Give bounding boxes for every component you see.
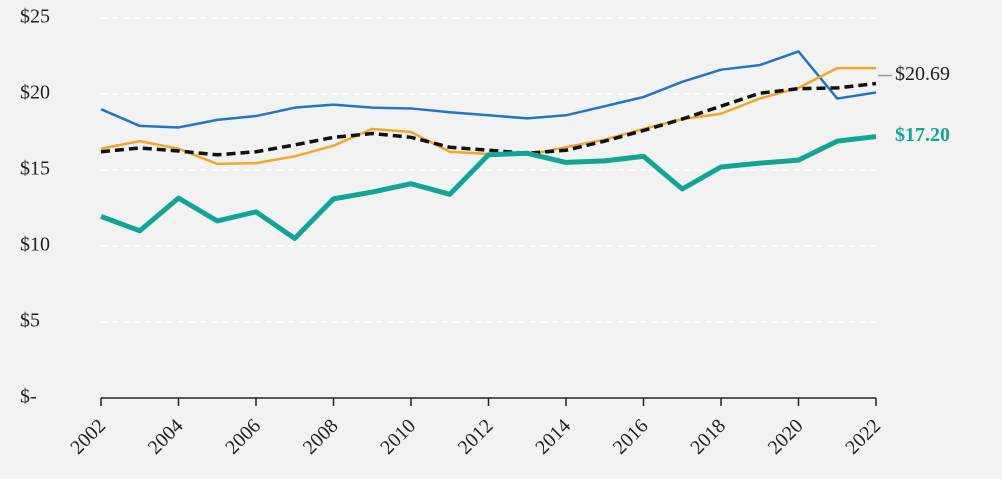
y-tick-label: $- (20, 386, 37, 408)
y-tick-label: $15 (20, 158, 50, 180)
y-tick-label: $10 (20, 234, 50, 256)
series-line (100, 134, 877, 241)
end-label: $17.20 (895, 124, 950, 146)
end-label: $20.69 (895, 63, 950, 85)
series-line (100, 81, 877, 157)
y-tick-label: $5 (20, 310, 40, 332)
y-tick-label: $25 (20, 6, 50, 28)
y-tick-label: $20 (20, 82, 50, 104)
series-line (100, 50, 877, 129)
